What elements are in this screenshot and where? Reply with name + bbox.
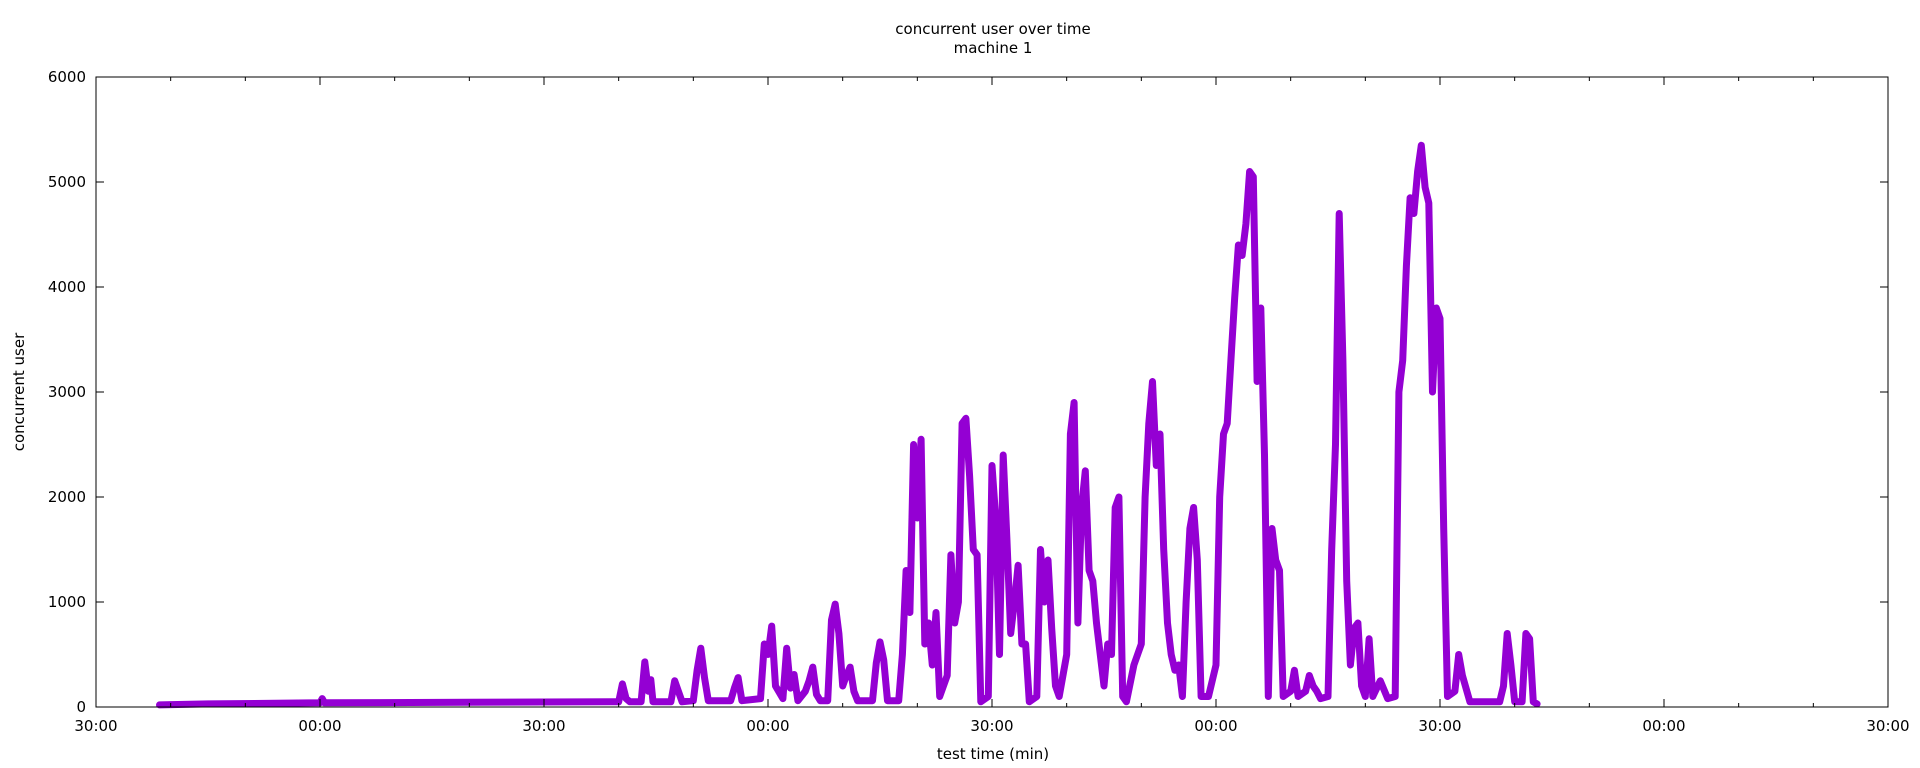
axis-layer: 0 1000 2000 3000 4000 5000 6000 30:00 00:00 30:00…	[48, 68, 1910, 735]
x-tick-label: 30:00	[1866, 717, 1909, 735]
y-tick-label: 0	[76, 698, 86, 716]
y-tick-label: 3000	[48, 383, 86, 401]
y-axis-label: concurrent user	[10, 332, 28, 451]
y-tick-label: 6000	[48, 68, 86, 86]
x-tick-label: 30:00	[970, 717, 1013, 735]
x-tick-label: 00:00	[298, 717, 341, 735]
x-tick-label: 30:00	[522, 717, 565, 735]
x-tick-label: 00:00	[1642, 717, 1685, 735]
x-tick-label: 30:00	[1418, 717, 1461, 735]
series-line-1	[156, 141, 1541, 709]
chart-subtitle: machine 1	[954, 39, 1033, 57]
y-tick-label: 4000	[48, 278, 86, 296]
x-tick-label: 30:00	[74, 717, 117, 735]
y-tick-label: 5000	[48, 173, 86, 191]
x-tick-label: 00:00	[1194, 717, 1237, 735]
series-layer	[156, 141, 1541, 709]
y-tick-label: 1000	[48, 593, 86, 611]
x-tick-label: 00:00	[746, 717, 789, 735]
chart-title: concurrent user over time	[895, 20, 1090, 38]
x-axis-label: test time (min)	[937, 745, 1049, 763]
y-tick-label: 2000	[48, 488, 86, 506]
